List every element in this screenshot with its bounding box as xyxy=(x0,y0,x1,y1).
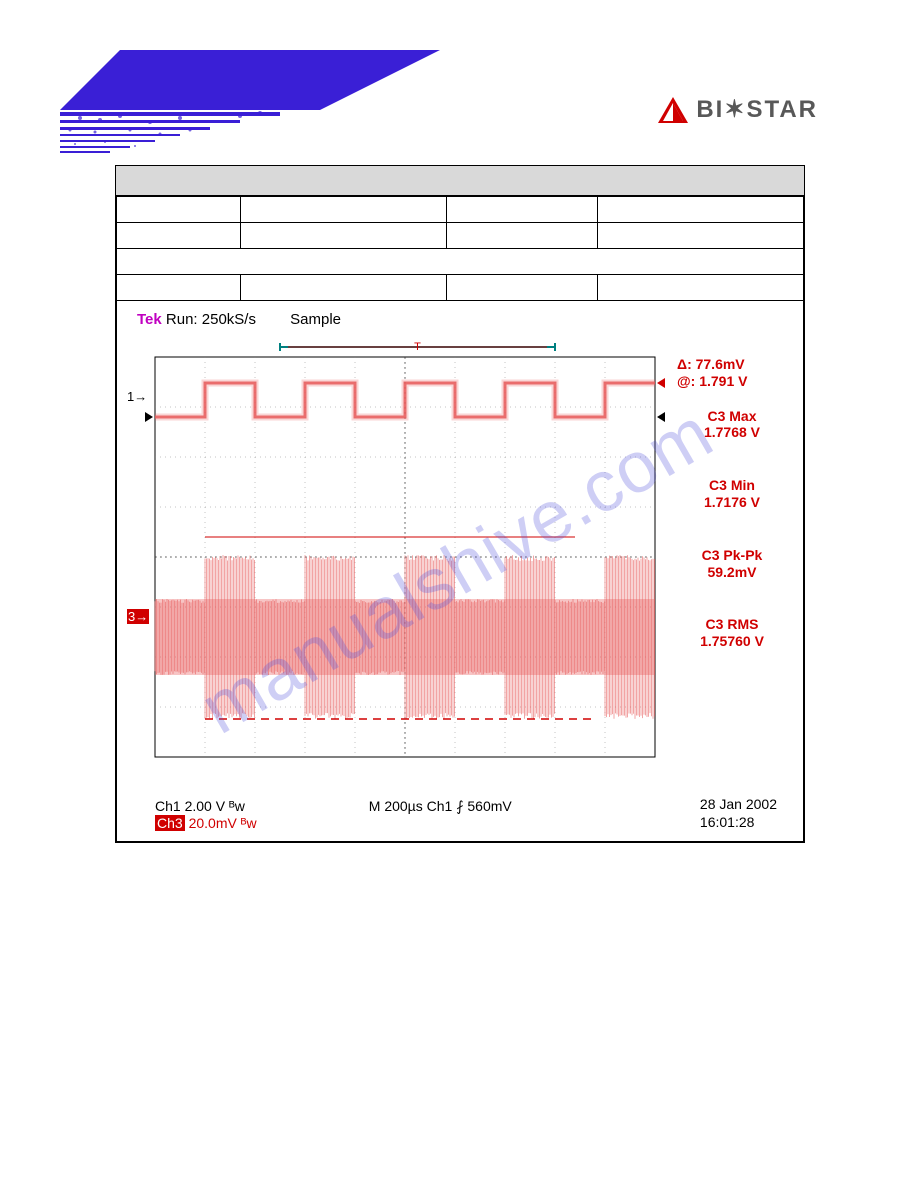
delta-value: Δ: 77.6mV xyxy=(677,356,745,372)
cell xyxy=(240,223,446,249)
pk-label: C3 Pk-Pk xyxy=(702,547,763,563)
cell xyxy=(446,275,597,301)
ch3-marker: 3→ xyxy=(127,609,149,624)
time: 16:01:28 xyxy=(700,814,755,830)
cell xyxy=(446,197,597,223)
readout-max: C3 Max 1.7768 V xyxy=(677,408,787,442)
date: 28 Jan 2002 xyxy=(700,796,777,812)
readout-pkpk: C3 Pk-Pk 59.2mV xyxy=(677,547,787,581)
title-bar xyxy=(116,166,804,196)
cell xyxy=(446,223,597,249)
m-label: M 200µs Ch1 ⨏ 560mV xyxy=(369,798,512,814)
max-label: C3 Max xyxy=(707,408,756,424)
readout-rms: C3 RMS 1.75760 V xyxy=(677,616,787,650)
cell xyxy=(117,223,241,249)
cell xyxy=(117,275,241,301)
readout-delta: Δ: 77.6mV @: 1.791 V xyxy=(677,356,787,390)
meta-table: Tek Run: 250kS/s Sample T 1→ 3→ Δ: 77.6m… xyxy=(116,196,804,842)
scope-run: Run: 250kS/s xyxy=(166,311,256,328)
min-value: 1.7176 V xyxy=(704,494,760,510)
logo-text: BI✶STAR xyxy=(696,95,818,124)
ch3-value: 20.0mV xyxy=(185,815,241,831)
ch1-label: Ch1 2.00 V xyxy=(155,798,225,814)
cell xyxy=(117,197,241,223)
ch3-label: Ch3 xyxy=(155,815,185,831)
cell xyxy=(597,197,803,223)
ch3-bw: ᴮw xyxy=(241,815,257,831)
svg-text:T: T xyxy=(414,341,421,353)
rms-label: C3 RMS xyxy=(706,616,759,632)
readout-min: C3 Min 1.7176 V xyxy=(677,477,787,511)
scope-header: Tek Run: 250kS/s Sample xyxy=(137,311,341,328)
table-row: Tek Run: 250kS/s Sample T 1→ 3→ Δ: 77.6m… xyxy=(117,301,804,842)
scope-plot: T xyxy=(127,337,677,787)
ch3-line: Ch3 20.0mV ᴮw xyxy=(155,815,512,831)
cell xyxy=(240,197,446,223)
header: BI✶STAR xyxy=(60,50,858,165)
main-container: Tek Run: 250kS/s Sample T 1→ 3→ Δ: 77.6m… xyxy=(115,165,805,843)
scope-mode: Sample xyxy=(290,311,341,328)
cell xyxy=(597,223,803,249)
oscilloscope-screenshot: Tek Run: 250kS/s Sample T 1→ 3→ Δ: 77.6m… xyxy=(127,311,787,831)
readouts: Δ: 77.6mV @: 1.791 V C3 Max 1.7768 V C3 … xyxy=(677,356,787,686)
table-row xyxy=(117,197,804,223)
table-row xyxy=(117,275,804,301)
scope-cell: Tek Run: 250kS/s Sample T 1→ 3→ Δ: 77.6m… xyxy=(117,301,804,842)
min-label: C3 Min xyxy=(709,477,755,493)
ch1-line: Ch1 2.00 V ᴮw M 200µs Ch1 ⨏ 560mV xyxy=(155,798,512,815)
cell xyxy=(240,275,446,301)
timestamp: 28 Jan 2002 16:01:28 xyxy=(700,795,777,831)
ch1-marker: 1→ xyxy=(127,389,147,404)
header-stripe xyxy=(60,50,440,160)
logo: BI✶STAR xyxy=(658,95,818,124)
ch1-bw: ᴮw xyxy=(229,798,245,814)
table-row xyxy=(117,223,804,249)
cell xyxy=(597,275,803,301)
logo-triangle-icon xyxy=(658,97,688,123)
rms-value: 1.75760 V xyxy=(700,633,764,649)
channel-info: Ch1 2.00 V ᴮw M 200µs Ch1 ⨏ 560mV Ch3 20… xyxy=(155,798,512,831)
at-value: @: 1.791 V xyxy=(677,373,747,389)
pk-value: 59.2mV xyxy=(707,564,756,580)
max-value: 1.7768 V xyxy=(704,424,760,440)
table-row xyxy=(117,249,804,275)
scope-vendor: Tek xyxy=(137,311,162,328)
cell xyxy=(117,249,804,275)
